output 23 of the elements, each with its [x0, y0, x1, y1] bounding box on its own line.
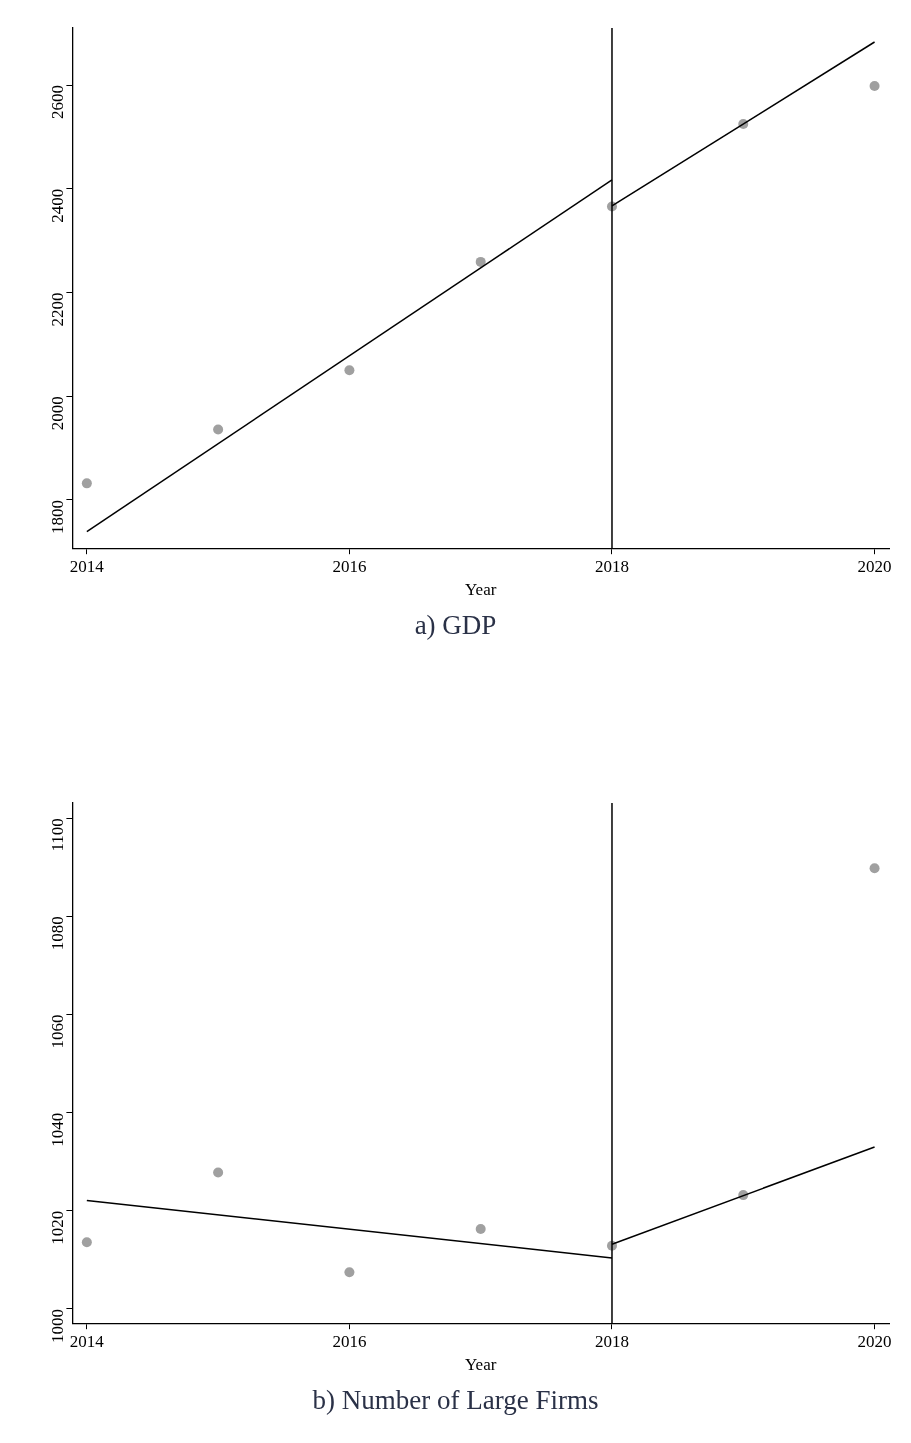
x-axis-title: Year [465, 1355, 497, 1375]
y-tick-label: 1800 [47, 499, 67, 534]
y-tick-label: 2000 [47, 396, 67, 431]
x-axis-title: Year [465, 580, 497, 600]
y-tick-label: 1100 [47, 818, 67, 852]
x-tick-label: 2016 [332, 556, 367, 576]
x-tick-label: 2020 [857, 1331, 892, 1351]
y-tick-label: 1040 [47, 1112, 67, 1147]
x-tick-label: 2016 [332, 1331, 367, 1351]
x-tick-label: 2014 [69, 1331, 105, 1351]
y-tick-label: 2600 [47, 85, 67, 120]
x-tick-label: 2020 [857, 556, 892, 576]
y-tick-label: 1080 [47, 916, 67, 951]
y-tick-label: 1000 [47, 1308, 67, 1343]
text: a) GDP [413, 609, 498, 642]
y-tick-label: 2200 [47, 292, 67, 327]
y-tick-label: 2400 [47, 188, 67, 223]
x-tick-label: 2018 [594, 556, 629, 576]
y-tick-label: 1060 [47, 1014, 67, 1049]
x-tick-label: 2014 [69, 556, 105, 576]
x-tick-label: 2018 [594, 1331, 629, 1351]
text: b) Number of Large Firms [311, 1384, 600, 1417]
y-tick-label: 1020 [47, 1210, 67, 1245]
